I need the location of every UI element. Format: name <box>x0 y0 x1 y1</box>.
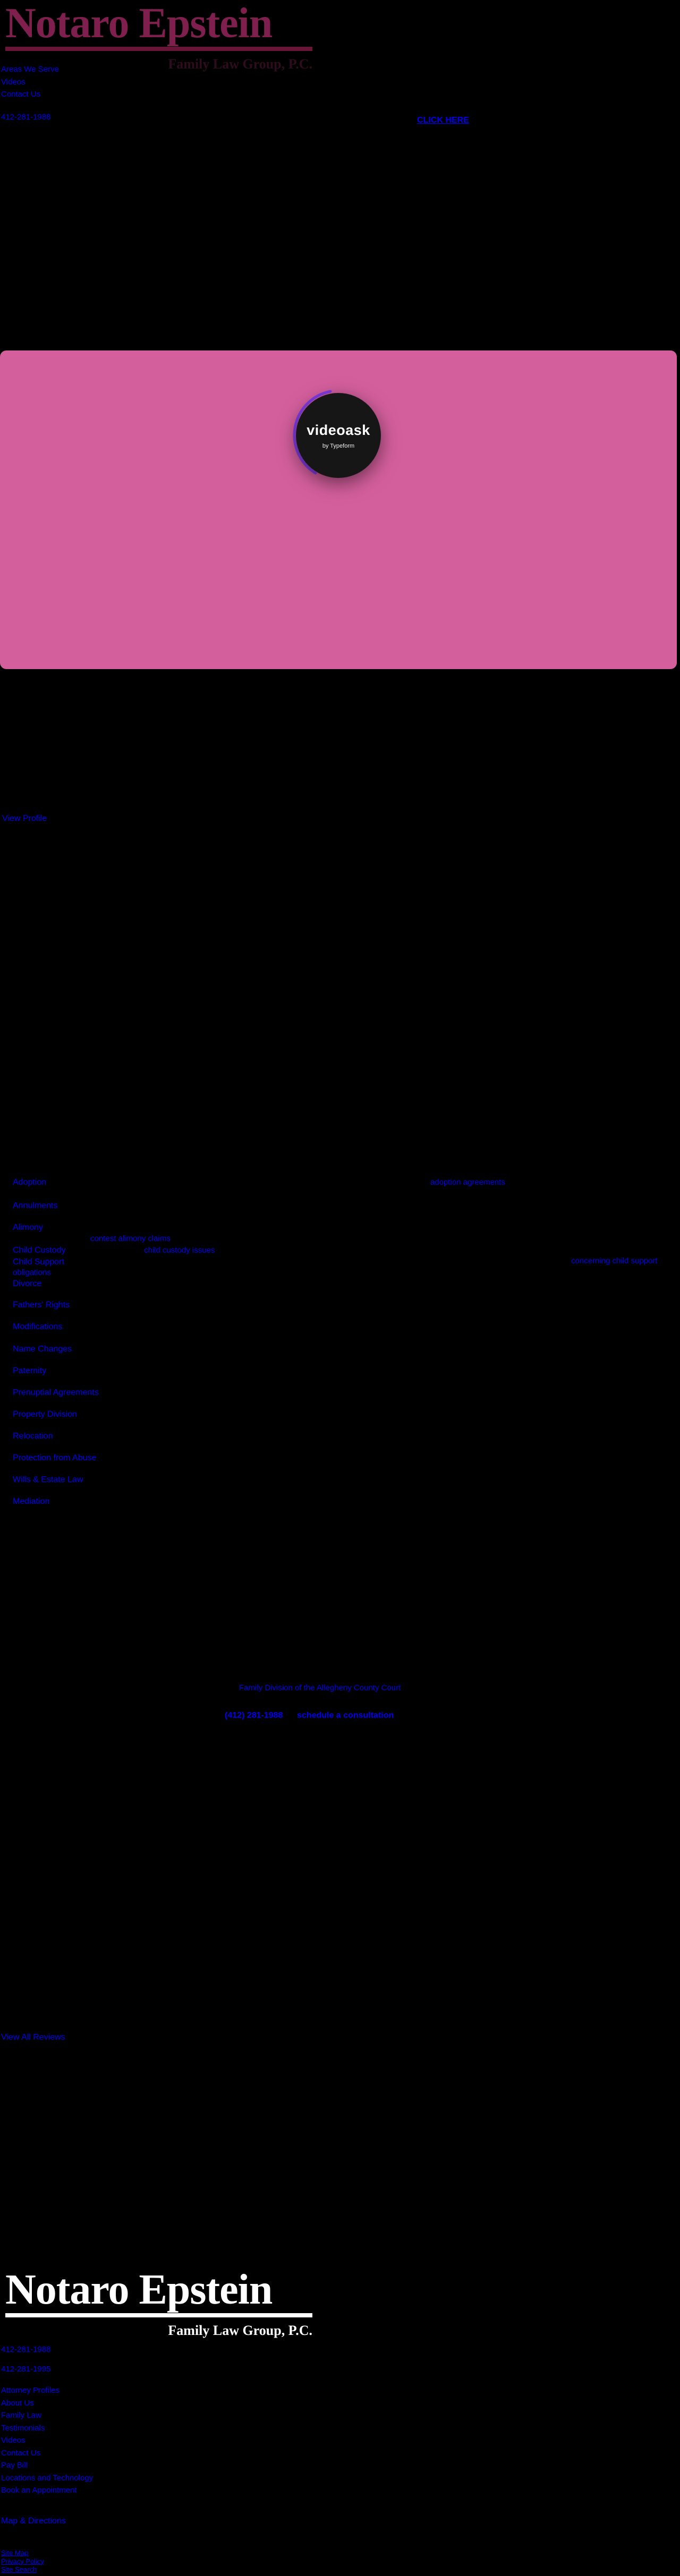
videoask-embed[interactable]: videoask by Typeform <box>0 350 677 669</box>
header-logo-link[interactable]: Notaro Epstein Family Law Group, P.C. <box>5 0 312 72</box>
practice-link-adoption[interactable]: Adoption <box>13 1178 47 1187</box>
inline-link-child-custody-issues[interactable]: child custody issues <box>144 1246 215 1255</box>
inline-link-contest-alimony-claims[interactable]: contest alimony claims <box>90 1234 171 1243</box>
legal-link-privacy-policy[interactable]: Privacy Policy <box>1 2557 44 2565</box>
logo-subtitle: Family Law Group, P.C. <box>168 56 312 72</box>
footer-link-contact-us[interactable]: Contact Us <box>1 2448 41 2458</box>
nav-item: Areas We Serve <box>1 63 59 76</box>
footer-nav-item: Attorney Profiles <box>1 2384 93 2397</box>
practice-link-divorce[interactable]: Divorce <box>13 1279 42 1288</box>
footer-logo-link[interactable]: Notaro Epstein Family Law Group, P.C. <box>5 2266 312 2339</box>
footer-phone-link-1[interactable]: 412-281-1988 <box>1 2345 51 2354</box>
footer-link-family-law[interactable]: Family Law <box>1 2411 41 2420</box>
inline-link-obligations[interactable]: obligations <box>13 1268 51 1277</box>
header-phone-link[interactable]: 412-281-1988 <box>1 113 51 122</box>
footer-nav-item: Testimonials <box>1 2422 93 2435</box>
footer-legal-nav: Site Map Privacy Policy Site Search <box>1 2549 44 2574</box>
inline-link-adoption-agreements[interactable]: adoption agreements <box>430 1178 505 1187</box>
footer-nav-item: About Us <box>1 2397 93 2410</box>
footer-link-locations-and-technology[interactable]: Locations and Technology <box>1 2473 94 2483</box>
inline-link-concerning-child-support[interactable]: concerning child support <box>571 1256 658 1265</box>
practice-link-fathers-rights[interactable]: Fathers' Rights <box>13 1300 70 1310</box>
legal-item: Site Search <box>1 2565 44 2574</box>
nav-item: Videos <box>1 76 59 89</box>
practice-link-alimony[interactable]: Alimony <box>13 1223 43 1232</box>
logo-underline-rule <box>5 47 312 51</box>
practice-link-property-division[interactable]: Property Division <box>13 1410 77 1419</box>
practice-link-child-support[interactable]: Child Support <box>13 1257 64 1266</box>
nav-item: Contact Us <box>1 88 59 101</box>
practice-link-wills-estate-law[interactable]: Wills & Estate Law <box>13 1475 83 1484</box>
view-profile-link[interactable]: View Profile <box>2 814 47 823</box>
footer-nav-item: Book an Appointment <box>1 2484 93 2497</box>
footer-link-attorney-profiles[interactable]: Attorney Profiles <box>1 2386 60 2395</box>
footer-phone-link-2[interactable]: 412-281-1995 <box>1 2365 51 2374</box>
practice-link-name-changes[interactable]: Name Changes <box>13 1345 72 1354</box>
logo-title: Notaro Epstein <box>5 0 273 47</box>
videoask-byline: by Typeform <box>322 442 355 449</box>
footer-link-videos[interactable]: Videos <box>1 2436 26 2445</box>
practice-link-mediation[interactable]: Mediation <box>13 1497 50 1506</box>
legal-link-site-map[interactable]: Site Map <box>1 2549 29 2557</box>
footer-logo-subtitle: Family Law Group, P.C. <box>168 2323 312 2338</box>
footer-nav: Attorney Profiles About Us Family Law Te… <box>1 2384 93 2497</box>
practice-link-protection-from-abuse[interactable]: Protection from Abuse <box>13 1453 97 1462</box>
nav-link-videos[interactable]: Videos <box>1 77 26 87</box>
practice-link-annulments[interactable]: Annulments <box>13 1201 58 1210</box>
map-directions-link[interactable]: Map & Directions <box>1 2517 66 2526</box>
practice-link-modifications[interactable]: Modifications <box>13 1322 63 1331</box>
click-here-link[interactable]: CLICK HERE <box>417 116 469 125</box>
schedule-consultation-link[interactable]: schedule a consultation <box>297 1711 394 1720</box>
practice-link-relocation[interactable]: Relocation <box>13 1432 53 1441</box>
nav-link-areas-we-serve[interactable]: Areas We Serve <box>1 65 59 74</box>
consult-phone-link[interactable]: (412) 281-1988 <box>225 1711 283 1720</box>
legal-item: Privacy Policy <box>1 2557 44 2566</box>
footer-link-book-an-appointment[interactable]: Book an Appointment <box>1 2486 77 2495</box>
videoask-play-circle[interactable]: videoask by Typeform <box>296 393 381 478</box>
footer-logo-underline-rule <box>5 2313 312 2317</box>
family-division-court-link[interactable]: Family Division of the Allegheny County … <box>239 1683 401 1692</box>
legal-item: Site Map <box>1 2549 44 2557</box>
practice-link-child-custody[interactable]: Child Custody <box>13 1246 66 1255</box>
nav-link-contact-us[interactable]: Contact Us <box>1 90 41 99</box>
footer-nav-item: Pay Bill <box>1 2459 93 2472</box>
practice-link-prenuptial-agreements[interactable]: Prenuptial Agreements <box>13 1388 99 1397</box>
header-nav: Areas We Serve Videos Contact Us <box>1 63 59 101</box>
footer-link-pay-bill[interactable]: Pay Bill <box>1 2461 28 2470</box>
footer-nav-item: Contact Us <box>1 2447 93 2460</box>
footer-link-about-us[interactable]: About Us <box>1 2398 34 2408</box>
view-all-reviews-link[interactable]: View All Reviews <box>1 2033 65 2042</box>
footer-nav-item: Locations and Technology <box>1 2472 93 2485</box>
footer-nav-item: Videos <box>1 2434 93 2447</box>
practice-link-paternity[interactable]: Paternity <box>13 1366 47 1375</box>
footer-nav-item: Family Law <box>1 2409 93 2422</box>
legal-link-site-search[interactable]: Site Search <box>1 2565 37 2574</box>
footer-link-testimonials[interactable]: Testimonials <box>1 2423 45 2433</box>
videoask-logo: videoask <box>307 422 370 438</box>
footer-logo-title: Notaro Epstein <box>5 2266 273 2313</box>
